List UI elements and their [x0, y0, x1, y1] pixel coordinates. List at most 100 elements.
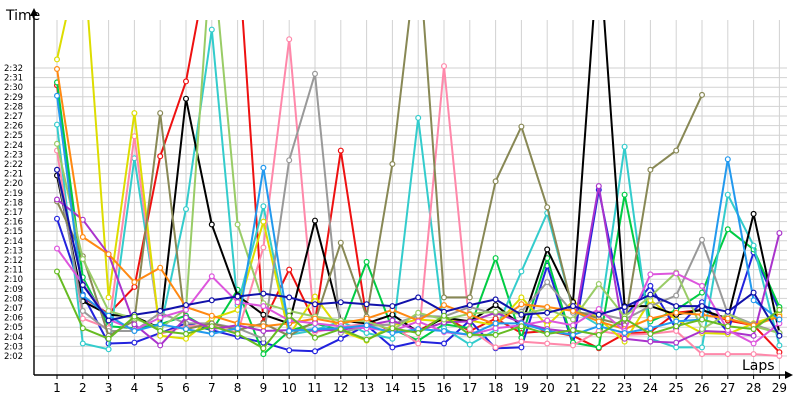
- data-point: [415, 330, 422, 337]
- data-point: [208, 330, 215, 337]
- y-tick-label: 2:02: [4, 352, 23, 362]
- data-point: [260, 164, 267, 171]
- data-point: [131, 328, 138, 335]
- data-point: [492, 302, 499, 309]
- y-tick-label: 2:17: [4, 208, 23, 218]
- data-point: [183, 330, 190, 337]
- data-point: [724, 315, 731, 322]
- data-point: [776, 230, 783, 237]
- data-point: [492, 331, 499, 338]
- data-point: [208, 297, 215, 304]
- y-tick-label: 2:31: [4, 74, 23, 84]
- data-point: [750, 326, 757, 333]
- data-point: [53, 245, 60, 252]
- data-point: [750, 297, 757, 304]
- y-tick-label: 2:06: [4, 314, 23, 324]
- data-point: [621, 335, 628, 342]
- y-tick-label: 2:12: [4, 256, 23, 266]
- data-point: [595, 331, 602, 338]
- y-tick-label: 2:11: [4, 266, 23, 276]
- data-point: [750, 242, 757, 249]
- data-point: [312, 217, 319, 224]
- data-point: [131, 321, 138, 328]
- data-point: [647, 166, 654, 173]
- data-point: [776, 306, 783, 313]
- x-tick-label: 24: [643, 381, 658, 395]
- data-point: [441, 340, 448, 347]
- data-point: [492, 178, 499, 185]
- y-tick-label: 2:14: [4, 237, 23, 247]
- x-tick-label: 4: [131, 381, 139, 395]
- data-point: [518, 294, 525, 301]
- data-point: [105, 346, 112, 353]
- data-point: [544, 340, 551, 347]
- data-point: [492, 315, 499, 322]
- series-line: [56, 20, 703, 337]
- data-point: [724, 308, 731, 315]
- x-tick-label: 20: [540, 381, 555, 395]
- data-point: [260, 303, 267, 310]
- data-point: [621, 191, 628, 198]
- data-point: [698, 316, 705, 323]
- data-point: [363, 258, 370, 265]
- data-point: [492, 344, 499, 351]
- data-point: [647, 325, 654, 332]
- x-tick-label: 21: [565, 381, 580, 395]
- data-point: [363, 330, 370, 337]
- data-point: [105, 335, 112, 342]
- data-point: [286, 328, 293, 335]
- data-point: [621, 304, 628, 311]
- y-tick-label: 2:30: [4, 83, 23, 93]
- data-point: [286, 312, 293, 319]
- data-point: [518, 323, 525, 330]
- data-point: [466, 326, 473, 333]
- x-tick-label: 16: [436, 381, 451, 395]
- data-point: [698, 344, 705, 351]
- data-point: [260, 351, 267, 358]
- x-tick-label: 11: [307, 381, 322, 395]
- data-point: [724, 191, 731, 198]
- data-point: [595, 311, 602, 318]
- y-tick-label: 2:18: [4, 198, 23, 208]
- series-15: [53, 166, 783, 339]
- data-point: [363, 301, 370, 308]
- data-point: [750, 351, 757, 358]
- data-point: [53, 140, 60, 147]
- data-point: [595, 281, 602, 288]
- data-point: [260, 218, 267, 225]
- y-tick-label: 2:03: [4, 342, 23, 352]
- data-point: [466, 311, 473, 318]
- data-point: [53, 92, 60, 99]
- data-point: [208, 26, 215, 33]
- data-point: [673, 303, 680, 310]
- y-tick-label: 2:16: [4, 218, 23, 228]
- y-axis-title: Time: [5, 8, 40, 24]
- data-point: [776, 316, 783, 323]
- data-point: [312, 348, 319, 355]
- data-point: [673, 147, 680, 154]
- y-tick-label: 2:15: [4, 227, 23, 237]
- data-point: [312, 320, 319, 327]
- data-point: [234, 293, 241, 300]
- data-point: [673, 323, 680, 330]
- data-point: [105, 307, 112, 314]
- data-point: [724, 156, 731, 163]
- data-point: [157, 314, 164, 321]
- y-tick-label: 2:23: [4, 150, 23, 160]
- data-point: [673, 318, 680, 325]
- data-point: [492, 255, 499, 262]
- data-point: [492, 296, 499, 303]
- data-point: [647, 338, 654, 345]
- data-point: [79, 292, 86, 299]
- data-point: [312, 334, 319, 341]
- data-point: [337, 326, 344, 333]
- y-tick-label: 2:05: [4, 323, 23, 333]
- data-point: [441, 63, 448, 70]
- data-point: [466, 294, 473, 301]
- data-point: [389, 161, 396, 168]
- data-point: [260, 323, 267, 330]
- x-tick-label: 26: [694, 381, 709, 395]
- data-point: [750, 332, 757, 339]
- data-point: [53, 268, 60, 275]
- x-tick-label: 1: [53, 381, 61, 395]
